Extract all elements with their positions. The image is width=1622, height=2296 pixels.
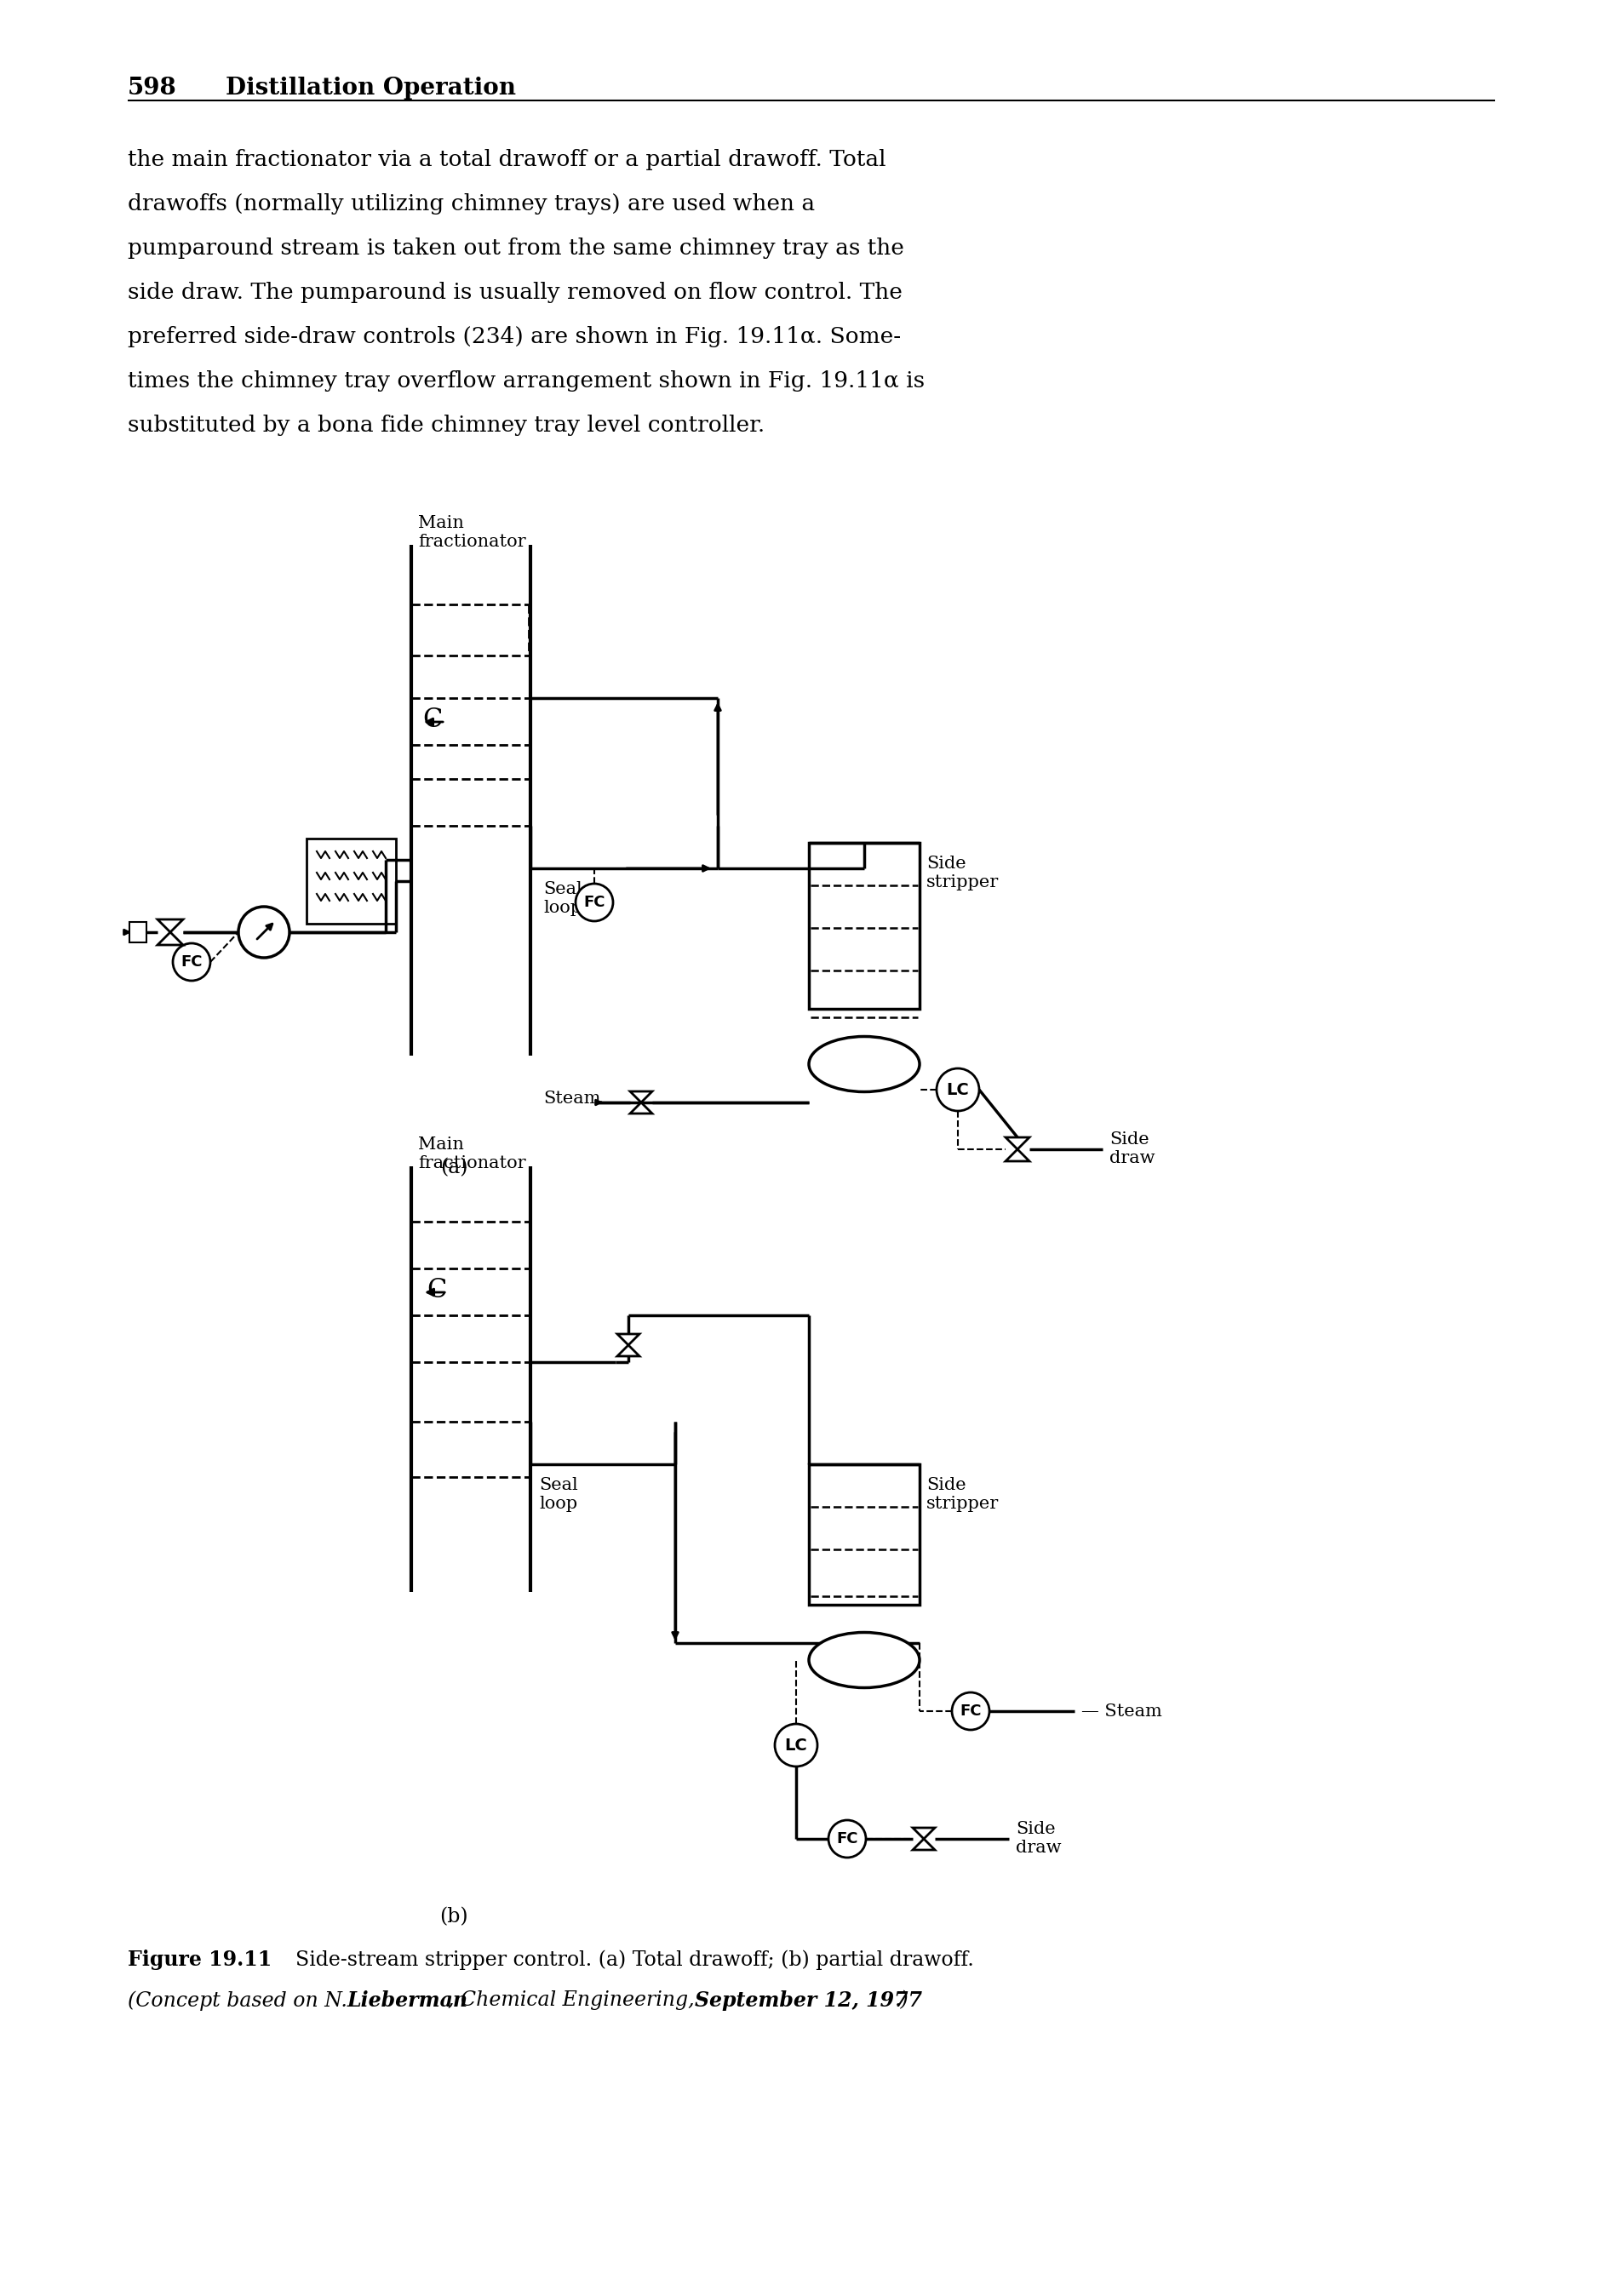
Text: Lieberman: Lieberman [347,1991,469,2011]
Text: (a): (a) [440,1157,467,1178]
Text: Steam: Steam [543,1091,600,1107]
Text: LC: LC [785,1738,808,1754]
Bar [130,923,146,941]
Text: FC: FC [180,955,203,969]
Text: Side-stream stripper control. (a) Total drawoff; (b) partial drawoff.: Side-stream stripper control. (a) Total … [282,1949,973,1970]
Polygon shape [912,1828,934,1839]
Bar [808,1465,920,1605]
Text: Main
fractionator: Main fractionator [418,1137,526,1171]
Text: .): .) [894,1991,908,2009]
Polygon shape [157,932,183,946]
Text: Side
draw: Side draw [1015,1821,1061,1855]
Text: FC: FC [959,1704,981,1720]
Polygon shape [629,1102,652,1114]
Text: Side
stripper: Side stripper [926,856,999,891]
Circle shape [936,1068,978,1111]
Circle shape [576,884,613,921]
Text: Distillation Operation: Distillation Operation [225,76,516,99]
Text: , Chemical Engineering,: , Chemical Engineering, [448,1991,701,2009]
Text: drawoffs (normally utilizing chimney trays) are used when a: drawoffs (normally utilizing chimney tra… [128,193,814,214]
Circle shape [238,907,289,957]
Text: Side
stripper: Side stripper [926,1476,999,1513]
Text: Main
fractionator: Main fractionator [418,514,526,551]
Text: times the chimney tray overflow arrangement shown in Fig. 19.11α is: times the chimney tray overflow arrangem… [128,370,925,393]
Circle shape [952,1692,989,1729]
Text: (Concept based on N.: (Concept based on N. [128,1991,354,2011]
Text: C: C [427,1277,446,1302]
Text: side draw. The pumparound is usually removed on flow control. The: side draw. The pumparound is usually rem… [128,282,902,303]
Polygon shape [1006,1137,1028,1150]
Text: the main fractionator via a total drawoff or a partial drawoff. Total: the main fractionator via a total drawof… [128,149,886,170]
Text: pumparound stream is taken out from the same chimney tray as the: pumparound stream is taken out from the … [128,236,903,259]
Text: Seal
loop: Seal loop [539,1476,577,1513]
Ellipse shape [808,1035,920,1093]
Bar [307,838,396,923]
Polygon shape [616,1334,639,1345]
Circle shape [174,944,211,980]
Text: substituted by a bona fide chimney tray level controller.: substituted by a bona fide chimney tray … [128,416,764,436]
Polygon shape [912,1839,934,1851]
Text: C: C [422,707,443,732]
Circle shape [774,1724,817,1766]
Bar [808,843,920,1008]
Text: LC: LC [946,1081,968,1097]
Polygon shape [629,1091,652,1102]
Circle shape [827,1821,866,1857]
Text: Side
draw: Side draw [1109,1132,1155,1166]
Text: 598: 598 [128,76,177,99]
Text: — Steam: — Steam [1080,1704,1161,1720]
Polygon shape [616,1345,639,1357]
Ellipse shape [808,1632,920,1688]
Text: FC: FC [835,1832,858,1846]
Text: September 12, 1977: September 12, 1977 [694,1991,921,2011]
Polygon shape [157,918,183,932]
Text: FC: FC [584,895,605,909]
Text: Seal
loop: Seal loop [543,882,582,916]
Text: (b): (b) [440,1908,467,1926]
Text: Figure 19.11: Figure 19.11 [128,1949,271,1970]
Text: preferred side-draw controls (234) are shown in Fig. 19.11α. Some-: preferred side-draw controls (234) are s… [128,326,900,347]
Polygon shape [1006,1150,1028,1162]
